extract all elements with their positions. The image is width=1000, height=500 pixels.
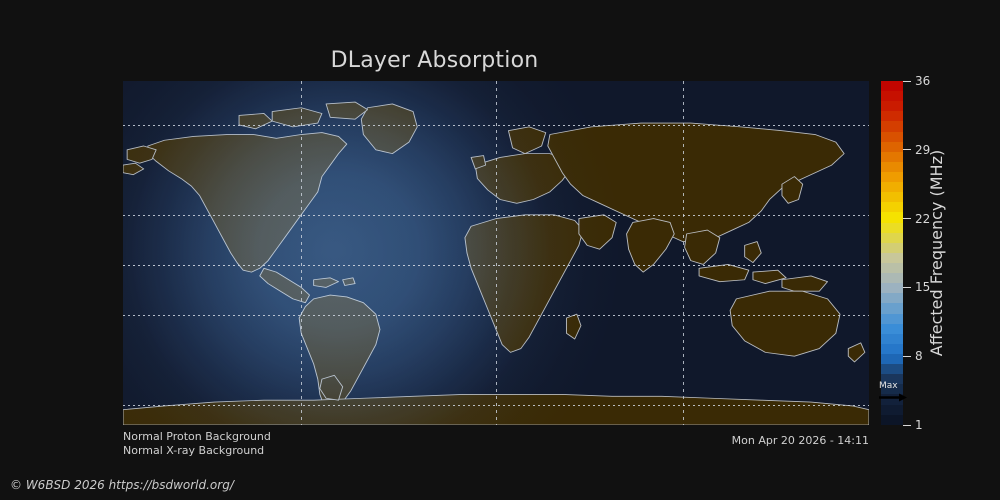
colorbar-tick-22: 22 — [903, 212, 930, 226]
colorbar-band — [881, 151, 903, 162]
colorbar-band — [881, 252, 903, 263]
colorbar-max-marker: Max — [877, 381, 911, 407]
colorbar-band — [881, 293, 903, 304]
colorbar-band — [881, 212, 903, 223]
colorbar-tick-15: 15 — [903, 280, 930, 294]
colorbar-band — [881, 121, 903, 132]
colorbar-band — [881, 81, 903, 92]
colorbar-band — [881, 182, 903, 193]
colorbar-tick-36: 36 — [903, 74, 930, 88]
colorbar-tick-8: 8 — [903, 349, 923, 363]
colorbar-band — [881, 171, 903, 183]
right-arrow-icon — [879, 393, 907, 402]
colorbar — [881, 81, 903, 425]
colorbar-band — [881, 374, 903, 385]
world-map — [123, 81, 869, 425]
colorbar-band — [881, 111, 903, 122]
max-label: Max — [879, 381, 898, 391]
colorbar-band — [881, 232, 903, 243]
colorbar-band — [881, 323, 903, 334]
page-title: DLayer Absorption — [330, 48, 539, 73]
colorbar-band — [881, 202, 903, 213]
colorbar-band — [881, 303, 903, 314]
colorbar-axis-label: Affected Frequency (MHz) — [927, 149, 946, 357]
colorbar-band — [881, 91, 903, 102]
colorbar-band — [881, 262, 903, 274]
timestamp: Mon Apr 20 2026 - 14:11 — [731, 434, 869, 447]
colorbar-band — [881, 222, 903, 233]
colorbar-band — [881, 283, 903, 294]
colorbar-band — [881, 364, 903, 375]
colorbar-band — [881, 242, 903, 253]
colorbar-band — [881, 313, 903, 324]
colorbar-band — [881, 131, 903, 142]
xray-status: Normal X-ray Background — [123, 444, 265, 457]
colorbar-band — [881, 404, 903, 415]
colorbar-band — [881, 414, 903, 425]
colorbar-tick-1: 1 — [903, 418, 923, 432]
colorbar-ticks: 36 29 22 15 8 1 — [903, 74, 963, 432]
colorbar-band — [881, 333, 903, 344]
proton-status: Normal Proton Background — [123, 430, 271, 443]
colorbar-band — [881, 192, 903, 203]
colorbar-band — [881, 353, 903, 365]
colorbar-band — [881, 384, 903, 395]
colorbar-band — [881, 101, 903, 112]
colorbar-band — [881, 141, 903, 152]
copyright-footer: © W6BSD 2026 https://bsdworld.org/ — [10, 478, 234, 492]
colorbar-band — [881, 343, 903, 354]
colorbar-tick-29: 29 — [903, 143, 930, 157]
colorbar-band — [881, 394, 903, 405]
colorbar-band — [881, 161, 903, 172]
colorbar-band — [881, 273, 903, 284]
map-coastlines — [123, 81, 869, 425]
